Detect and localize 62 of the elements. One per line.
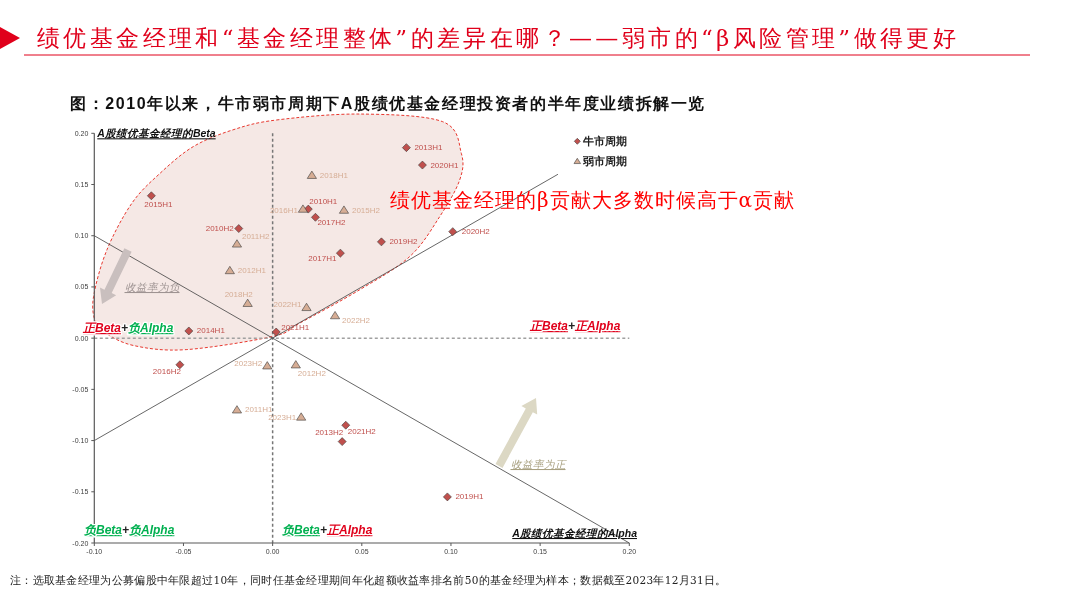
- point: [311, 212, 320, 222]
- point: [232, 239, 242, 248]
- annotation: 2023H2: [234, 359, 263, 369]
- point: [301, 302, 312, 311]
- chart-subtitle: 图：2010年以来，牛市弱市周期下A股绩优基金经理投资者的半年度业绩拆解一览: [70, 94, 706, 112]
- point: [147, 191, 156, 201]
- annotation: 2010H2: [205, 224, 235, 234]
- point: [224, 266, 235, 274]
- point: [298, 204, 308, 213]
- annotation: 2015H1: [144, 200, 173, 210]
- annotation: 收益率为正: [510, 458, 567, 470]
- point: [418, 160, 427, 170]
- annotation: 2019H1: [455, 492, 484, 502]
- point: [443, 492, 452, 502]
- point: [290, 360, 301, 369]
- annotation: 2011H1: [244, 405, 273, 415]
- y-axis-title: A股绩优基金经理的Beta: [96, 127, 216, 140]
- legend-label: 弱市周期: [582, 155, 628, 168]
- point: [330, 311, 340, 320]
- text: 注：选取基金经理为公募偏股中年限超过10年，同时任基金经理期间年化超额收益率排名前50的基金经理为样本；数据截至2023年12月31日。: [10, 574, 727, 586]
- annotation: 2014H1: [196, 326, 226, 336]
- point: [271, 327, 281, 337]
- annotation: 2015H2: [351, 205, 381, 215]
- annotation: 2012H1: [237, 266, 267, 276]
- point: [402, 143, 411, 152]
- annotation: 2017H2: [317, 217, 347, 227]
- annotation: 2013H1: [414, 143, 443, 153]
- x-axis-title: A股绩优基金经理的Alpha: [511, 527, 638, 539]
- annotation: 2020H1: [430, 160, 460, 170]
- legend-label: 牛市周期: [582, 135, 628, 148]
- point: [262, 361, 273, 370]
- point: [377, 237, 386, 247]
- point: [337, 437, 347, 446]
- annotation: 2011H2: [241, 232, 270, 242]
- annotation: 2018H1: [319, 170, 349, 180]
- annotation: 绩优基金经理的β贡献大多数时候高于α贡献: [390, 188, 796, 212]
- annotation: 2019H2: [389, 237, 418, 247]
- point: [232, 405, 242, 414]
- chart-title: 绩优基金经理和“基金经理整体”的差异在哪？——弱市的“β风险管理”做得更好: [37, 25, 960, 51]
- annotation: 2010H1: [309, 196, 338, 206]
- annotation: 2022H2: [342, 316, 371, 326]
- annotation: 2020H2: [461, 227, 491, 237]
- annotation: 2022H1: [273, 299, 303, 309]
- point: [336, 248, 345, 258]
- point: [296, 412, 307, 421]
- annotation: 收益率为负: [124, 281, 180, 293]
- point: [184, 326, 194, 336]
- point: [448, 227, 458, 236]
- annotation: 2023H1: [268, 412, 297, 422]
- annotation: 2021H2: [347, 426, 377, 436]
- annotation: 2018H2: [224, 289, 254, 299]
- point: [242, 298, 253, 307]
- point: [234, 224, 244, 233]
- point: [175, 360, 185, 370]
- point: [306, 170, 317, 179]
- annotation: 2016H2: [152, 367, 182, 377]
- annotation: 2013H2: [315, 428, 344, 438]
- point: [339, 205, 349, 214]
- annotation: 2017H1: [308, 253, 337, 263]
- annotation: 2012H2: [297, 369, 327, 379]
- annotation: 2016H1: [269, 205, 299, 215]
- point: [341, 420, 351, 430]
